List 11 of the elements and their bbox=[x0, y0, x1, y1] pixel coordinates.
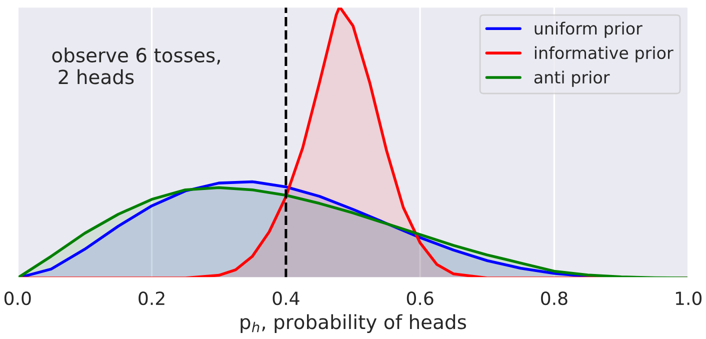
legend-label: anti prior bbox=[534, 70, 610, 87]
x-tick-label: 0.6 bbox=[406, 291, 434, 306]
x-tick-label: 1.0 bbox=[676, 291, 702, 306]
x-tick-label: 0.0 bbox=[4, 291, 31, 306]
legend-label: informative prior bbox=[534, 46, 674, 62]
x-tick-label: 0.4 bbox=[272, 291, 300, 306]
legend-label: uniform prior bbox=[534, 22, 642, 38]
x-tick-label: 0.8 bbox=[541, 291, 568, 306]
x-axis-title: p$_{h}$, probability of heads bbox=[240, 314, 466, 334]
x-tick-label: 0.2 bbox=[138, 291, 164, 306]
annotation: observe 6 tosses, 2 heads bbox=[52, 47, 220, 84]
